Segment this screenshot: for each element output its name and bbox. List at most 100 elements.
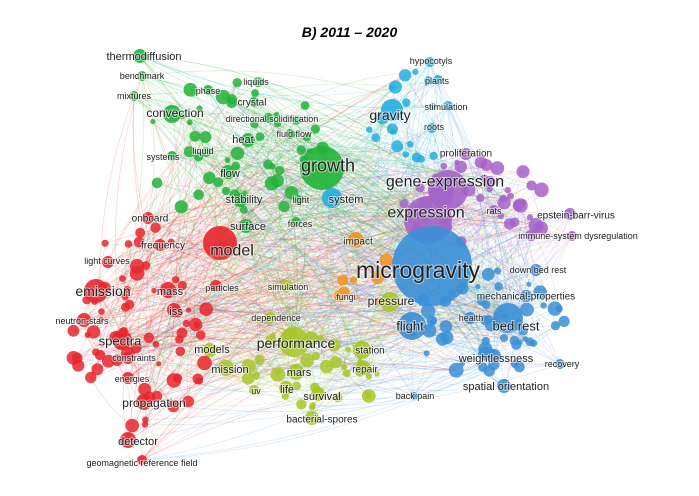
co-occurrence-edge: [225, 127, 433, 369]
co-occurrence-edge: [127, 128, 393, 359]
co-occurrence-edge: [171, 285, 183, 381]
keyword-node: [348, 232, 364, 248]
co-occurrence-edge: [175, 139, 249, 281]
co-occurrence-edge: [437, 79, 509, 319]
minor-keyword-node: [177, 280, 187, 291]
keyword-label: propagation: [122, 396, 185, 410]
co-occurrence-edge: [295, 371, 415, 397]
co-occurrence-edge: [311, 317, 509, 419]
keyword-node: [392, 226, 472, 306]
co-occurrence-edge: [487, 202, 524, 320]
co-occurrence-edge: [127, 92, 256, 441]
co-occurrence-edge: [181, 316, 533, 344]
co-occurrence-edge: [231, 83, 392, 104]
co-occurrence-edge: [193, 82, 238, 379]
co-occurrence-edge: [127, 265, 433, 359]
co-occurrence-edge: [127, 219, 429, 379]
keyword-node: [460, 148, 472, 160]
keyword-node: [334, 290, 346, 302]
co-occurrence-edge: [152, 121, 520, 368]
minor-keyword-node: [402, 98, 411, 107]
co-occurrence-edge: [269, 86, 396, 319]
co-occurrence-edge: [293, 313, 509, 343]
minor-keyword-node: [415, 183, 425, 193]
co-occurrence-edge: [141, 75, 341, 297]
co-occurrence-edge: [253, 219, 429, 391]
co-occurrence-edge: [171, 155, 295, 343]
co-occurrence-edge: [225, 304, 486, 369]
keyword-label: growth: [301, 155, 355, 175]
keyword-label: weightlessness: [458, 353, 534, 365]
keyword-node: [253, 77, 263, 87]
co-occurrence-edge: [95, 244, 161, 353]
minor-keyword-node: [309, 402, 316, 409]
co-occurrence-edge: [195, 304, 486, 325]
keyword-node: [137, 455, 147, 465]
co-occurrence-edge: [107, 261, 286, 397]
minor-keyword-node: [232, 78, 242, 88]
keyword-node: [564, 208, 576, 220]
co-occurrence-edge: [94, 301, 308, 361]
co-occurrence-edge: [225, 187, 421, 369]
co-occurrence-edge: [304, 105, 415, 397]
keyword-node: [279, 381, 293, 395]
co-occurrence-edge: [127, 324, 515, 359]
minor-keyword-node: [172, 276, 180, 284]
keyword-label: dependence: [251, 313, 301, 323]
co-occurrence-edge: [200, 334, 279, 373]
co-occurrence-edge: [143, 219, 429, 403]
keyword-label: convection: [146, 106, 203, 120]
minor-keyword-node: [120, 346, 135, 361]
co-occurrence-edge: [219, 242, 495, 357]
co-occurrence-edge: [489, 189, 530, 285]
minor-keyword-node: [98, 316, 104, 322]
co-occurrence-edge: [271, 183, 495, 321]
minor-keyword-node: [411, 152, 422, 163]
co-occurrence-edge: [269, 161, 458, 319]
minor-keyword-node: [423, 350, 430, 357]
co-occurrence-edge: [173, 167, 323, 311]
co-occurrence-edge: [199, 108, 391, 303]
co-occurrence-edge: [432, 106, 537, 271]
minor-keyword-node: [474, 156, 487, 169]
co-occurrence-edge: [120, 161, 458, 343]
co-occurrence-edge: [122, 185, 532, 280]
co-occurrence-edge: [289, 129, 370, 336]
co-occurrence-edge: [205, 119, 297, 153]
co-occurrence-edge: [404, 74, 542, 229]
minor-keyword-node: [526, 180, 537, 191]
minor-keyword-node: [327, 338, 341, 352]
minor-keyword-node: [141, 421, 149, 428]
co-occurrence-edge: [156, 114, 277, 397]
minor-keyword-node: [370, 270, 385, 285]
keyword-node: [201, 147, 211, 157]
keyword-node: [84, 279, 108, 303]
co-occurrence-edge: [93, 188, 450, 333]
co-occurrence-edge: [83, 315, 295, 343]
minor-keyword-node: [221, 186, 230, 196]
co-occurrence-edge: [190, 89, 505, 339]
keyword-node: [264, 312, 276, 324]
co-occurrence-edge: [225, 133, 291, 369]
co-occurrence-edge: [186, 324, 198, 402]
co-occurrence-edge: [132, 95, 169, 291]
co-occurrence-edge: [474, 181, 491, 368]
co-occurrence-edge: [205, 145, 532, 186]
keyword-label: gravity: [369, 107, 410, 123]
minor-keyword-node: [558, 315, 570, 327]
co-occurrence-edge: [167, 167, 323, 291]
co-occurrence-edge: [493, 227, 542, 365]
co-occurrence-edge: [127, 133, 291, 379]
co-occurrence-edge: [141, 265, 433, 461]
co-occurrence-edge: [170, 241, 192, 402]
co-occurrence-edge: [315, 158, 422, 357]
co-occurrence-edge: [133, 92, 393, 130]
minor-keyword-node: [407, 141, 414, 148]
minor-keyword-node: [399, 199, 409, 209]
minor-keyword-node: [273, 119, 282, 128]
co-occurrence-edge: [195, 123, 278, 325]
keyword-label: mission: [211, 364, 248, 376]
co-occurrence-edge: [127, 357, 255, 391]
co-occurrence-edge: [215, 195, 511, 287]
co-occurrence-edge: [345, 117, 383, 350]
